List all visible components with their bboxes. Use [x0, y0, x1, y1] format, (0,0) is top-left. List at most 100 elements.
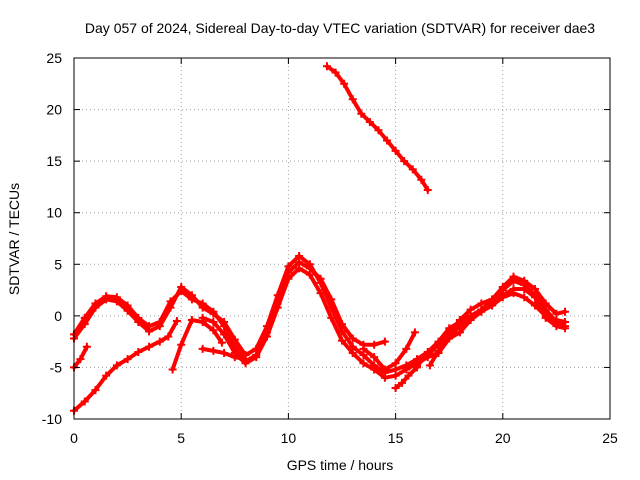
data-point	[413, 361, 422, 370]
data-point	[241, 355, 250, 364]
data-point	[338, 320, 346, 329]
data-point	[102, 292, 111, 301]
data-point	[374, 126, 383, 135]
grid	[74, 58, 610, 419]
data-point	[198, 344, 207, 353]
series-track-h	[322, 62, 432, 195]
data-point	[187, 315, 196, 324]
data-point	[417, 175, 426, 184]
series-track-a	[70, 252, 569, 377]
series-line	[427, 291, 567, 368]
data-point	[76, 355, 85, 364]
data-point	[560, 318, 569, 327]
series-track-e	[70, 342, 91, 372]
data-point	[530, 285, 539, 294]
data-point	[340, 79, 349, 88]
data-point	[187, 295, 196, 304]
data-point	[434, 346, 443, 355]
data-point	[383, 136, 392, 145]
y-tick-label: 0	[54, 308, 62, 324]
series-line	[393, 365, 419, 391]
data-point	[370, 365, 379, 374]
data-point	[155, 318, 164, 327]
data-point	[423, 186, 432, 195]
data-point	[295, 264, 304, 273]
series-line	[72, 319, 179, 413]
data-point	[552, 315, 561, 324]
data-point	[220, 348, 229, 357]
data-point	[91, 386, 100, 395]
data-point	[322, 62, 331, 71]
data-point	[177, 340, 186, 349]
data-point	[198, 299, 207, 308]
series-line	[170, 318, 224, 372]
series-line	[72, 260, 387, 364]
data-point	[402, 344, 411, 353]
data-point	[408, 165, 417, 174]
data-point	[520, 285, 529, 294]
data-point	[134, 313, 143, 322]
data-point	[423, 351, 432, 360]
data-point	[509, 272, 518, 281]
data-point	[455, 322, 464, 331]
series-track-d	[70, 317, 181, 415]
series-track-k	[413, 272, 569, 370]
data-point	[209, 346, 218, 355]
data-point	[145, 342, 154, 351]
y-tick-label: 10	[46, 205, 62, 221]
x-axis-label: GPS time / hours	[287, 457, 394, 473]
data-point	[273, 303, 282, 312]
data-point	[541, 311, 550, 320]
data-point	[198, 318, 207, 327]
data-point	[123, 301, 132, 310]
data-point	[445, 332, 454, 341]
data-point	[123, 355, 132, 364]
data-point	[348, 95, 357, 104]
data-point	[520, 293, 529, 302]
data-point	[91, 299, 100, 308]
data-point	[166, 297, 175, 306]
series-line	[361, 330, 417, 372]
data-point	[217, 338, 226, 347]
data-point	[230, 353, 239, 362]
data-point	[252, 353, 261, 362]
ticks: 0 5 10 15 20 25 -10 -5 0 5 10 15 20 25	[42, 50, 618, 446]
data-point	[112, 361, 121, 370]
data-point	[402, 365, 411, 374]
data-point	[488, 301, 497, 310]
x-tick-label: 15	[388, 430, 404, 446]
data-point	[155, 337, 164, 346]
data-point	[316, 289, 325, 298]
y-tick-label: -5	[50, 359, 63, 375]
data-point	[338, 336, 346, 345]
data-point	[168, 365, 177, 374]
data-point	[398, 378, 407, 387]
data-point	[391, 371, 400, 380]
data-point	[530, 293, 539, 302]
data-point	[425, 361, 434, 370]
x-tick-label: 0	[70, 430, 78, 446]
series-track-b	[70, 258, 389, 366]
data-layer	[70, 62, 569, 415]
data-point	[509, 289, 518, 298]
data-point	[327, 313, 336, 322]
data-point	[380, 373, 389, 382]
data-point	[209, 307, 218, 316]
x-tick-label: 5	[177, 430, 185, 446]
data-point	[172, 317, 181, 326]
data-point	[391, 359, 400, 368]
data-point	[391, 146, 400, 155]
data-point	[220, 330, 229, 339]
data-point	[404, 371, 413, 380]
data-point	[541, 299, 550, 308]
y-tick-label: 5	[54, 256, 62, 272]
data-point	[410, 328, 419, 337]
y-axis-label: SDTVAR / TECUs	[6, 183, 22, 295]
data-point	[380, 337, 389, 346]
data-point	[348, 348, 357, 357]
data-point	[391, 384, 400, 393]
data-point	[327, 295, 336, 304]
data-point	[331, 68, 340, 77]
y-tick-label: 25	[46, 50, 62, 66]
